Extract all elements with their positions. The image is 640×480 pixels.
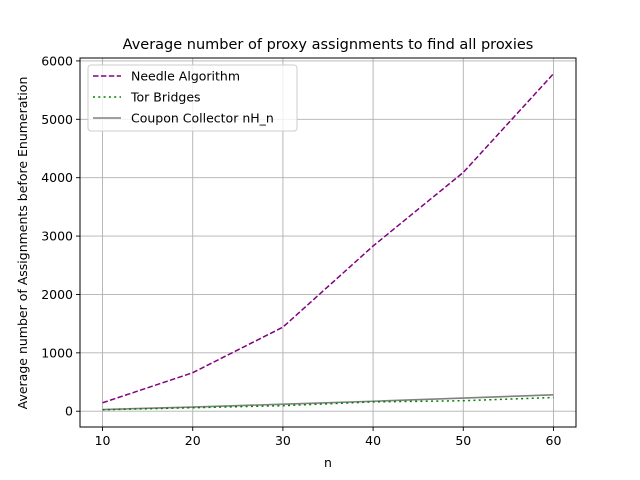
x-tick-label: 40 — [365, 433, 381, 448]
legend-entry-label: Coupon Collector nH_n — [131, 111, 274, 126]
legend-entry-label: Tor Bridges — [130, 90, 201, 105]
y-tick-label: 6000 — [41, 53, 73, 68]
series-lines — [102, 73, 555, 411]
x-tick-label: 20 — [185, 433, 201, 448]
y-tick-label: 4000 — [41, 170, 73, 185]
x-tick-label: 30 — [275, 433, 291, 448]
legend: Needle Algorithm Tor Bridges Coupon Collec… — [87, 64, 298, 132]
legend-entry-label: Needle Algorithm — [131, 69, 240, 84]
y-tick-label: 2000 — [41, 287, 73, 302]
x-tick-label: 10 — [95, 433, 111, 448]
y-tick-label: 0 — [65, 404, 73, 419]
y-axis-label: Average number of Assignments before Enu… — [15, 77, 30, 410]
legend-box — [87, 64, 298, 132]
axis-ticks: 10 20 30 40 50 60 0 1000 2000 3000 4000 5000 6000 — [41, 53, 561, 448]
x-tick-label: 50 — [455, 433, 471, 448]
chart-title: Average number of proxy assignments to f… — [123, 37, 534, 53]
x-axis-label: n — [324, 455, 332, 470]
y-tick-label: 5000 — [41, 112, 73, 127]
y-tick-label: 1000 — [41, 345, 73, 360]
series-line-1 — [102, 396, 554, 411]
y-tick-label: 3000 — [41, 229, 73, 244]
plot-area-frame — [79, 57, 577, 428]
series-line-2 — [102, 394, 554, 411]
series-line-0 — [102, 73, 555, 404]
x-tick-label: 60 — [546, 433, 562, 448]
